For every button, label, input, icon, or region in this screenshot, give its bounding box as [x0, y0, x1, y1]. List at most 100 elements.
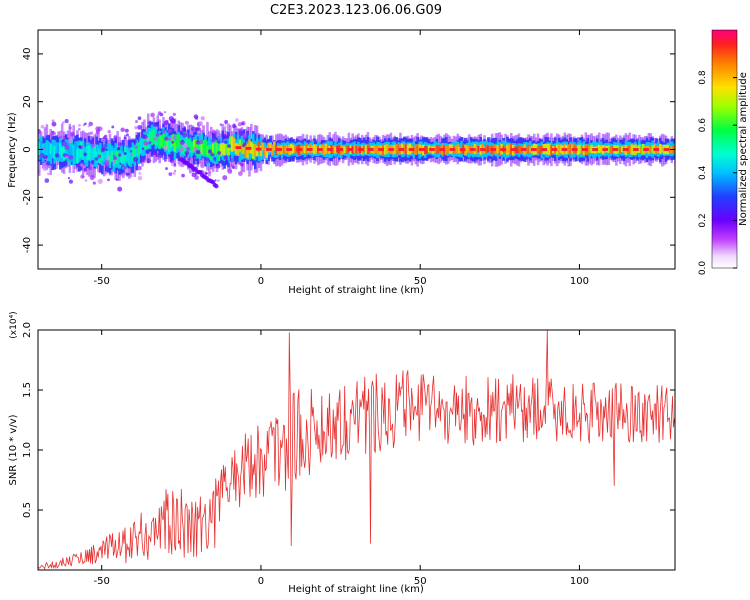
- spectrogram-speckle: [135, 120, 139, 124]
- spectrogram-speckle: [232, 124, 237, 129]
- spectrogram-y-axis-label: Frequency (Hz): [7, 112, 18, 188]
- spectrogram-speckle: [165, 167, 168, 170]
- spectrogram-cell: [200, 140, 203, 155]
- spectrogram-cell: [485, 144, 488, 154]
- spectrogram-ridge-peak: [592, 148, 598, 151]
- spectrogram-cell: [125, 146, 129, 161]
- spectrogram-cell: [164, 136, 167, 149]
- snr-y-tick-label: 2.0: [22, 322, 33, 338]
- spectrogram-speckle: [78, 144, 82, 148]
- spectrogram-cell: [93, 144, 96, 158]
- spectrogram-cell: [108, 154, 112, 165]
- spectrogram-cell: [89, 148, 93, 164]
- spectrogram-speckle: [188, 134, 193, 138]
- spectrogram-cell: [403, 144, 406, 155]
- spectrogram-speckle: [163, 121, 168, 126]
- spectrogram-ridge-peak: [255, 147, 262, 151]
- spectrogram-cell: [433, 145, 437, 153]
- spectrogram-speckle: [182, 143, 188, 149]
- spectrogram-speckle: [217, 138, 221, 142]
- spectrogram-ridge-peak: [357, 148, 364, 151]
- spectrogram-ridge-peak: [612, 148, 619, 151]
- spectrogram-cell: [508, 144, 511, 154]
- spectrogram-cell: [586, 144, 590, 155]
- spectrogram-cell: [372, 145, 375, 154]
- spectrogram-ridge-peak: [317, 148, 323, 151]
- spectrogram-speckle: [207, 149, 213, 154]
- spectrogram-speckle: [107, 129, 111, 134]
- spectrogram-cell: [232, 138, 236, 151]
- spectrogram-ridge-peak: [347, 148, 354, 151]
- spectrogram-y-tick-label: -40: [22, 237, 33, 253]
- spectrogram-speckle: [62, 141, 68, 147]
- spectrogram-speckle: [51, 121, 57, 127]
- spectrogram-speckle: [104, 161, 110, 167]
- spectrogram-cell: [651, 145, 654, 154]
- spectrogram-cell: [525, 146, 528, 154]
- spectrogram-x-tick-label: 100: [570, 276, 589, 287]
- spectrogram-ridge-peak: [306, 148, 313, 151]
- spectrogram-cell: [315, 145, 318, 154]
- spectrogram-cell: [55, 148, 58, 159]
- spectrogram-ridge-peak: [531, 148, 537, 151]
- spectrogram-speckle: [47, 172, 50, 176]
- spectrogram-cell: [160, 135, 163, 148]
- spectrogram-speckle: [92, 143, 96, 148]
- spectrogram-cell: [261, 142, 265, 151]
- spectrogram-cell: [51, 146, 54, 159]
- spectrogram-cell: [215, 141, 219, 155]
- spectrogram-cell: [618, 146, 622, 154]
- spectrogram-ridge-peak: [296, 148, 303, 151]
- spectrogram-cell: [122, 153, 125, 166]
- spectrogram-speckle: [137, 125, 143, 130]
- spectrogram-cell: [60, 147, 64, 158]
- spectrogram-speckle: [42, 165, 48, 171]
- snr-x-tick-label: 100: [570, 576, 589, 587]
- spectrogram-cell: [202, 140, 205, 155]
- spectrogram-speckle: [121, 163, 125, 168]
- spectrogram-cell: [487, 145, 490, 153]
- snr-y-tick-label: 1.0: [22, 442, 33, 458]
- spectrogram-speckle: [64, 119, 69, 124]
- spectrogram-cell: [150, 130, 154, 146]
- spectrogram-cell: [578, 144, 582, 154]
- spectrogram-cell: [617, 145, 620, 154]
- spectrogram-cell: [221, 142, 225, 155]
- spectrogram-cell: [188, 140, 192, 153]
- spectrogram-cell: [192, 139, 196, 152]
- spectrogram-speckle: [83, 152, 87, 157]
- spectrogram-cell: [158, 133, 161, 149]
- spectrogram-speckle: [168, 137, 172, 141]
- spectrogram-ridge-peak: [469, 148, 476, 151]
- spectrogram-speckle: [68, 179, 74, 184]
- spectrogram-cell: [194, 139, 198, 150]
- spectrogram-ridge-peak: [663, 148, 670, 151]
- spectrogram-cell: [223, 143, 226, 156]
- spectrogram-cell: [588, 145, 591, 153]
- spectrogram-speckle: [173, 163, 176, 166]
- spectrogram-speckle: [153, 136, 158, 141]
- spectrogram-speckle: [182, 132, 188, 138]
- spectrogram-speckle: [231, 165, 236, 170]
- spectrogram-speckle: [113, 156, 118, 161]
- spectrogram-panel: -50 0 50 100 -40 -20 0 20 40 Height of straight …: [7, 29, 676, 296]
- spectrogram-speckle: [141, 147, 145, 150]
- spectrogram-cell: [273, 141, 276, 151]
- spectrogram-cell: [496, 144, 500, 154]
- spectrogram-cell: [104, 147, 108, 160]
- spectrogram-speckle: [137, 116, 142, 121]
- spectrogram-cell: [546, 143, 549, 155]
- spectrogram-speckle: [147, 121, 151, 125]
- spectrogram-speckle: [169, 159, 175, 164]
- spectrogram-cell: [590, 144, 593, 154]
- spectrogram-cell: [152, 128, 156, 144]
- spectrogram-speckle: [148, 141, 152, 145]
- spectrogram-speckle: [103, 144, 107, 148]
- spectrogram-speckle: [78, 127, 81, 131]
- spectrogram-speckle: [191, 172, 197, 178]
- spectrogram-speckle: [89, 131, 93, 135]
- spectrogram-y-tick-label: 40: [22, 48, 33, 61]
- spectrogram-cell: [647, 146, 651, 154]
- spectrogram-cell: [437, 144, 440, 154]
- spectrogram-speckle: [238, 171, 243, 176]
